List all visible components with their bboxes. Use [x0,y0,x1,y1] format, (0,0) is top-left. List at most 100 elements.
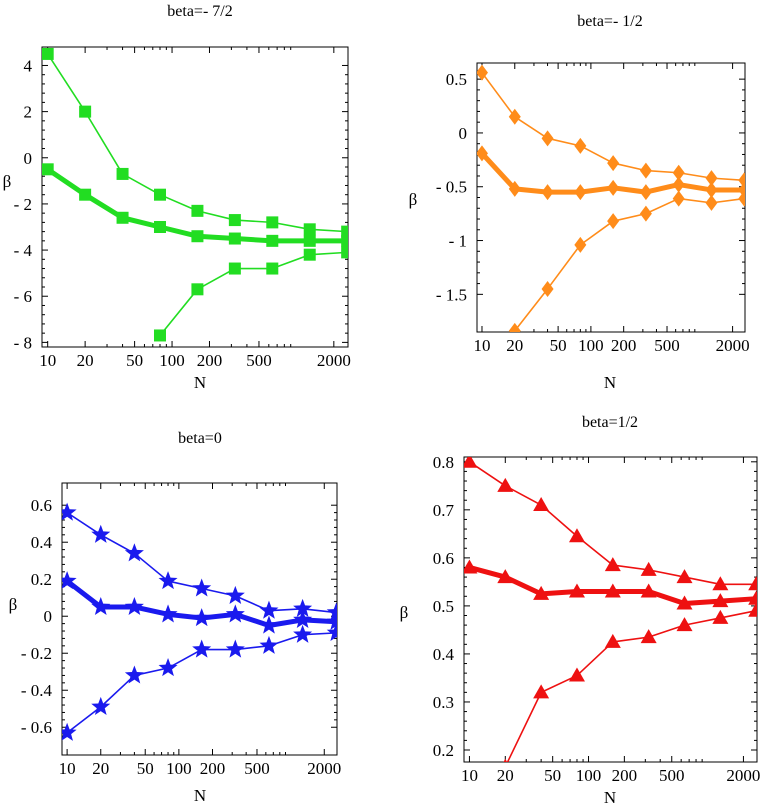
data-point-upper [497,477,514,492]
data-point-lower [676,617,693,632]
x-tick-label: 10 [39,351,56,370]
x-tick-label: 2000 [307,759,341,778]
data-point-lower [712,609,729,624]
data-point-lower [672,190,685,207]
data-point-upper [607,155,620,172]
series-line-upper [66,511,337,614]
x-tick-label: 100 [159,351,185,370]
x-tick-label: 50 [126,351,143,370]
data-point-upper [62,502,77,521]
data-point-upper [604,557,621,572]
data-point-lower [541,280,554,297]
data-point-mean [508,180,521,197]
chart-panel-3: beta=0 Nβ 10 20 50 100 200 500 2000 0.6 0.4 0.2 0 - 0… [9,430,342,805]
data-point-upper [541,130,554,147]
data-point-lower [192,639,212,658]
data-point-upper [477,64,488,81]
y-tick-label: 2 [24,103,33,122]
data-point-upper [153,188,166,201]
y-tick-label: - 1 [449,232,467,251]
series-line-lower [506,609,757,762]
data-point-upper [293,598,313,617]
y-tick-label: 0 [459,124,468,143]
y-tick-label: 0.3 [433,693,454,712]
data-point-lower [574,236,587,253]
data-point-upper [464,457,478,468]
data-point-upper [266,216,279,229]
data-point-lower [266,262,279,275]
x-tick-label: 500 [244,759,270,778]
y-tick-label: 0.7 [433,501,455,520]
x-tick-label: 50 [137,759,154,778]
data-point-lower [228,262,241,275]
data-point-upper [91,524,111,543]
x-tick-label: 200 [197,351,223,370]
y-tick-label: 0.5 [446,70,467,89]
x-tick-label: 100 [578,336,604,355]
data-point-mean [266,234,279,247]
data-point-mean [672,176,685,193]
data-point-upper [116,167,129,180]
data-point-lower [303,248,316,261]
y-tick-label: 0.2 [433,741,454,760]
x-tick-label: 100 [576,766,602,785]
data-point-lower [607,213,620,230]
data-point-upper [748,576,757,591]
data-point-mean [748,590,757,605]
y-tick-label: 0.5 [433,597,454,616]
data-point-lower [326,622,337,641]
data-point-lower [533,684,550,699]
data-point-upper [672,164,685,181]
data-point-lower [508,322,521,332]
chart-panel-2: beta=- 1/2 Nβ 10 20 50 100 200 500 2000 0.5 0 - 0.5… [409,13,750,392]
data-point-lower [158,658,178,677]
data-point-mean [541,184,554,201]
data-point-mean [91,596,111,616]
data-point-upper [158,571,178,590]
x-tick-label: 20 [506,336,523,355]
y-tick-label: 0 [24,149,33,168]
chart-title: beta=1/2 [582,414,638,431]
data-point-mean [464,559,478,574]
x-tick-label: 2000 [317,351,351,370]
y-tick-label: - 8 [14,333,32,352]
data-point-lower [640,629,657,644]
data-point-lower [341,246,348,259]
y-tick-label: 0.2 [31,570,52,589]
x-axis-label: N [604,373,616,392]
data-point-upper [574,137,587,154]
data-point-mean [62,571,77,590]
data-point-upper [228,214,241,227]
data-point-mean [326,611,337,630]
y-tick-label: 0.4 [31,533,53,552]
y-axis-label: β [400,603,409,622]
x-tick-label: 50 [544,766,561,785]
x-tick-label: 2000 [716,336,750,355]
data-point-mean [42,163,54,176]
x-tick-label: 100 [166,759,192,778]
data-point-mean [705,181,718,198]
plot-area [464,457,757,762]
x-tick-label: 20 [92,759,109,778]
data-point-mean [477,145,488,162]
series-line-lower [159,251,348,336]
data-point-upper [341,225,348,238]
data-point-mean [533,585,550,600]
x-axis-label: N [194,786,206,805]
data-point-lower [748,602,757,617]
data-point-lower [293,624,313,643]
x-tick-label: 500 [659,766,685,785]
data-point-mean [79,188,92,201]
y-tick-label: - 6 [14,287,32,306]
data-point-upper [42,47,54,60]
plot-frame [41,46,349,348]
data-point-upper [192,578,212,597]
data-point-mean [639,184,652,201]
y-tick-label: - 2 [14,195,32,214]
data-point-upper [303,223,316,236]
data-point-mean [225,604,245,623]
data-point-mean [124,596,144,616]
data-point-mean [153,221,166,233]
data-point-mean [607,179,620,196]
